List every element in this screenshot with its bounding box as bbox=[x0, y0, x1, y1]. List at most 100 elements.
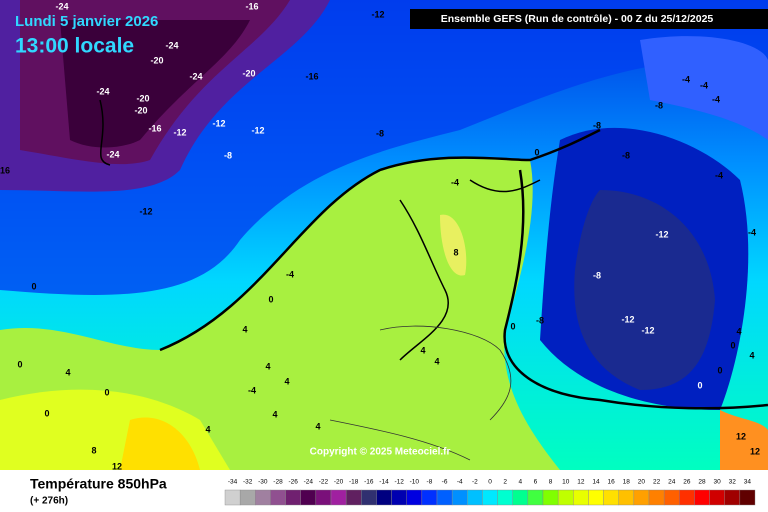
colorbar-tick-label: 10 bbox=[562, 479, 570, 486]
colorbar-tick-label: -16 bbox=[364, 479, 374, 486]
forecast-date: Lundi 5 janvier 2026 bbox=[15, 13, 158, 30]
contour-label: -4 bbox=[748, 227, 756, 237]
contour-label: -16 bbox=[148, 123, 161, 133]
contour-label: 4 bbox=[65, 367, 70, 377]
contour-label: -4 bbox=[700, 80, 708, 90]
run-banner bbox=[410, 9, 768, 29]
colorbar-swatch bbox=[239, 489, 256, 506]
colorbar-swatch bbox=[376, 489, 392, 506]
contour-label: 12 bbox=[750, 446, 760, 456]
colorbar-swatch bbox=[542, 489, 559, 506]
colorbar-swatch bbox=[330, 489, 347, 506]
colorbar-tick-label: -4 bbox=[457, 479, 463, 486]
colorbar-swatch bbox=[315, 489, 332, 506]
colorbar-swatch bbox=[739, 489, 756, 506]
contour-label: 8 bbox=[453, 247, 458, 257]
contour-label: -12 bbox=[655, 229, 668, 239]
colorbar-tick-label: -10 bbox=[410, 479, 420, 486]
colorbar-swatch bbox=[618, 489, 635, 506]
contour-label: 4 bbox=[749, 350, 754, 360]
contour-label: 12 bbox=[736, 431, 746, 441]
colorbar-tick-label: 18 bbox=[623, 479, 631, 486]
contour-label: -12 bbox=[251, 125, 264, 135]
colorbar-tick-label: 30 bbox=[714, 479, 722, 486]
colorbar: -34 -32 -30 -28 -26 -24 -22 -20 -18 -16 -14 -12 -10-… bbox=[224, 479, 756, 506]
colorbar-swatch bbox=[270, 489, 286, 506]
contour-label: 0 bbox=[17, 359, 22, 369]
colorbar-swatch bbox=[482, 489, 498, 506]
colorbar-tick-label: 26 bbox=[683, 479, 691, 486]
contour-label: 0 bbox=[268, 294, 273, 304]
contour-label: 0 bbox=[717, 365, 722, 375]
colorbar-swatch bbox=[694, 489, 710, 506]
colorbar-tick-label: 2 bbox=[503, 479, 507, 486]
contour-label: -8 bbox=[593, 270, 601, 280]
colorbar-swatch bbox=[285, 489, 301, 506]
colorbar-swatch bbox=[588, 489, 604, 506]
colorbar-swatch bbox=[648, 489, 665, 506]
colorbar-swatch bbox=[255, 489, 271, 506]
contour-label: -20 bbox=[150, 55, 163, 65]
contour-label: 4 bbox=[315, 421, 320, 431]
contour-label: 4 bbox=[284, 376, 289, 386]
contour-label: -24 bbox=[96, 86, 109, 96]
colorbar-swatch bbox=[557, 489, 574, 506]
contour-label: 4 bbox=[272, 409, 277, 419]
colorbar-swatch bbox=[300, 489, 317, 506]
contour-label: 0 bbox=[31, 281, 36, 291]
footer-title: Température 850hPa bbox=[30, 476, 167, 492]
contour-label: -4 bbox=[712, 94, 720, 104]
run-info: Ensemble GEFS (Run de contrôle) - 00 Z d… bbox=[441, 13, 714, 25]
contour-label: 0 bbox=[44, 408, 49, 418]
contour-label: -20 bbox=[242, 68, 255, 78]
colorbar-tick-label: -24 bbox=[304, 479, 314, 486]
colorbar-swatch bbox=[345, 489, 362, 506]
contour-label: -8 bbox=[224, 150, 232, 160]
contour-label: 0 bbox=[104, 387, 109, 397]
colorbar-tick-label: 14 bbox=[592, 479, 600, 486]
contour-label: -4 bbox=[451, 177, 459, 187]
contour-label: 4 bbox=[242, 324, 247, 334]
contour-label: -24 bbox=[106, 149, 119, 159]
colorbar-swatch bbox=[467, 489, 483, 506]
colorbar-swatch bbox=[573, 489, 589, 506]
contour-label: -12 bbox=[212, 118, 225, 128]
contour-label: 0 bbox=[697, 380, 702, 390]
contour-label: -16 bbox=[245, 1, 258, 11]
contour-label: -4 bbox=[715, 170, 723, 180]
contour-label: -4 bbox=[248, 385, 256, 395]
contour-label: -20 bbox=[134, 105, 147, 115]
contour-label: 4 bbox=[265, 361, 270, 371]
contour-label: 4 bbox=[420, 345, 425, 355]
contour-label: -4 bbox=[286, 269, 294, 279]
contour-label: -12 bbox=[621, 314, 634, 324]
contour-label: 8 bbox=[91, 445, 96, 455]
colorbar-tick-label: -12 bbox=[394, 479, 404, 486]
colorbar-tick-label: 6 bbox=[534, 479, 538, 486]
colorbar-tick-label: 4 bbox=[518, 479, 522, 486]
colorbar-tick-label: 0 bbox=[488, 479, 492, 486]
colorbar-tick-label: -18 bbox=[349, 479, 359, 486]
contour-label: -24 bbox=[55, 1, 68, 11]
contour-labels: -24 -16-12-24-20-24 -20 -16-24-20-20-16 -12-… bbox=[0, 1, 760, 471]
colorbar-tick-label: -30 bbox=[258, 479, 268, 486]
colorbar-tick-label: 32 bbox=[729, 479, 737, 486]
contour-label: 12 bbox=[112, 461, 122, 471]
colorbar-tick-label: 16 bbox=[608, 479, 616, 486]
colorbar-swatch bbox=[361, 489, 377, 506]
forecast-time: 13:00 locale bbox=[15, 35, 134, 58]
colorbar-tick-label: -34 bbox=[228, 479, 238, 486]
colorbar-swatch bbox=[663, 489, 680, 506]
colorbar-tick-label: -20 bbox=[334, 479, 344, 486]
colorbar-tick-label: 34 bbox=[744, 479, 752, 486]
contour-label: -8 bbox=[622, 150, 630, 160]
colorbar-swatch bbox=[512, 489, 529, 506]
contour-label: -8 bbox=[536, 315, 544, 325]
map-background bbox=[0, 0, 768, 470]
colorbar-swatch bbox=[391, 489, 407, 506]
colorbar-swatch bbox=[709, 489, 725, 506]
colorbar-tick-label: -28 bbox=[273, 479, 283, 486]
contour-label: 16 bbox=[0, 165, 10, 175]
